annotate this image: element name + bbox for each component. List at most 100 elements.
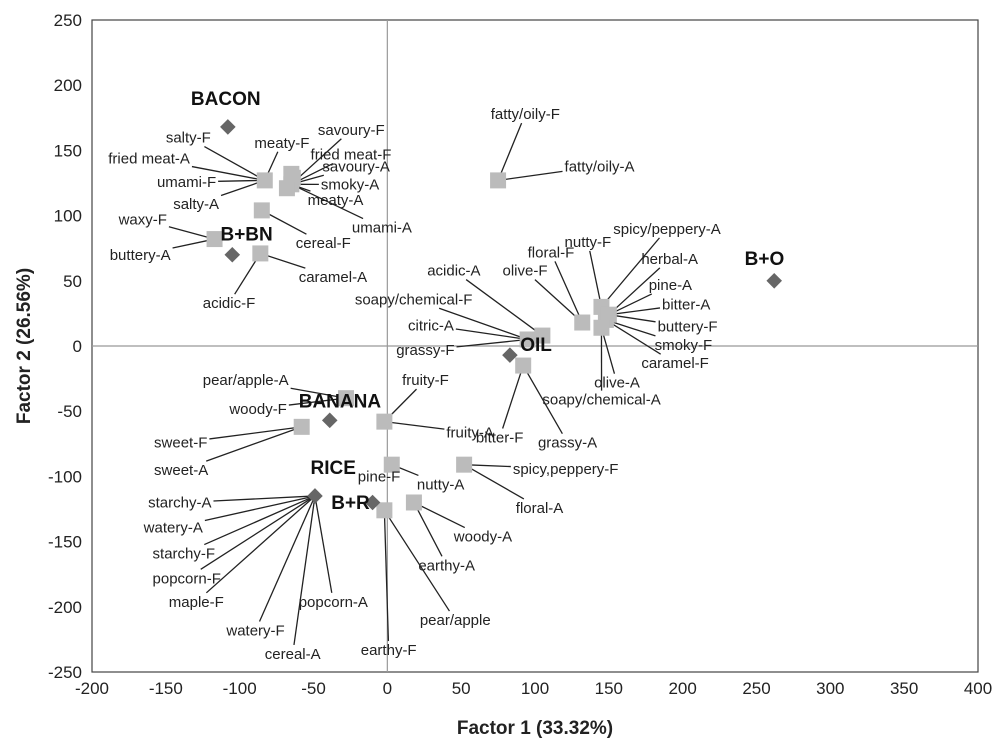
attribute-marker: [534, 327, 551, 344]
attribute-label: soapy/chemical-F: [355, 291, 473, 308]
attribute-label: fried meat-A: [108, 150, 190, 167]
attribute-marker: [456, 456, 473, 473]
attribute-marker: [490, 172, 507, 189]
y-tick-label: -100: [48, 467, 82, 486]
attribute-label: acidic-A: [427, 263, 480, 280]
attribute-label: woody-F: [228, 401, 287, 418]
attribute-label: umami-F: [157, 174, 216, 191]
leader-line: [205, 426, 302, 462]
leader-line: [191, 165, 265, 182]
x-tick-label: -150: [149, 679, 183, 698]
leader-line: [291, 183, 364, 220]
leader-line: [608, 307, 661, 316]
attribute-marker: [376, 502, 393, 519]
x-tick-label: 300: [816, 679, 844, 698]
leader-line: [502, 365, 524, 429]
attribute-label: smoky-F: [655, 337, 713, 354]
leader-line: [258, 495, 316, 622]
attribute-label: meaty-F: [254, 135, 309, 152]
leader-line: [209, 426, 302, 440]
y-tick-label: 200: [54, 76, 82, 95]
attribute-label: pear/apple-A: [203, 372, 289, 389]
attribute-marker: [278, 180, 295, 197]
leader-line: [605, 319, 662, 355]
product-label: RICE: [311, 458, 356, 479]
attribute-label: cereal-A: [265, 646, 321, 663]
attribute-label: spicy,peppery-F: [513, 461, 619, 478]
leader-line: [554, 261, 583, 323]
attribute-label: salty-A: [173, 196, 219, 213]
leader-line: [290, 387, 347, 399]
leader-line: [383, 510, 390, 642]
attribute-label: acidic-F: [203, 295, 256, 312]
attribute-label: waxy-F: [118, 212, 167, 229]
attribute-label: floral-A: [516, 500, 564, 517]
leader-line: [456, 338, 528, 348]
attribute-marker: [593, 319, 610, 336]
leader-line: [314, 495, 333, 593]
y-tick-label: 50: [63, 272, 82, 291]
x-tick-labels: -200 -150 -100 -50 0 50 100 150 200 250 300 350 400: [75, 679, 992, 698]
attribute-label: floral-F: [528, 244, 575, 261]
product-label: BANANA: [299, 391, 382, 412]
leader-line: [522, 365, 563, 435]
leader-line: [204, 146, 266, 181]
attribute-markers: [206, 165, 617, 519]
leader-line: [413, 501, 466, 529]
leader-line: [288, 397, 347, 406]
y-tick-label: -250: [48, 663, 82, 682]
attribute-label: pine-A: [649, 277, 692, 294]
x-tick-label: 250: [742, 679, 770, 698]
product-label: B+O: [745, 249, 785, 270]
attribute-label: watery-A: [143, 519, 203, 536]
product-label: BACON: [191, 89, 261, 110]
attribute-label: fried meat-F: [311, 147, 392, 164]
leader-line: [589, 250, 603, 308]
attribute-labels: salty-F meaty-F savoury-F fried meat-F fried…: [108, 106, 721, 663]
y-tick-label: 250: [54, 11, 82, 30]
attribute-marker: [337, 390, 354, 407]
axes: -200 -150 -100 -50 0 50 100 150 200 250 300 350 400 …: [48, 11, 992, 698]
attribute-marker: [293, 418, 310, 435]
y-tick-label: -200: [48, 598, 82, 617]
y-tick-label: 100: [54, 207, 82, 226]
attribute-label: savoury-A: [322, 158, 390, 175]
x-tick-label: -100: [223, 679, 257, 698]
leader-line: [213, 495, 316, 502]
y-axis-title: Factor 2 (26.56%): [14, 268, 35, 424]
leader-line: [205, 495, 316, 594]
attribute-marker: [252, 245, 269, 262]
attribute-label: caramel-F: [641, 355, 709, 372]
product-labels: BACON B+BN B+O OIL BANANA RICE B+R: [191, 89, 784, 514]
attribute-label: pine-F: [358, 469, 401, 486]
x-tick-label: -50: [301, 679, 326, 698]
attribute-label: pear/apple: [420, 612, 491, 629]
attribute-label: popcorn-A: [299, 594, 368, 611]
leader-line: [293, 495, 316, 646]
x-tick-label: 100: [521, 679, 549, 698]
attribute-label: popcorn-F: [153, 570, 221, 587]
leader-line: [383, 509, 450, 612]
y-tick-label: -150: [48, 533, 82, 552]
attribute-label: nutty-A: [417, 476, 465, 493]
leader-line: [600, 237, 660, 308]
x-tick-label: 150: [595, 679, 623, 698]
attribute-label: watery-F: [225, 622, 284, 639]
attribute-label: citric-A: [408, 317, 454, 334]
leader-line: [608, 267, 661, 316]
attribute-label: sweet-F: [154, 435, 207, 452]
attribute-label: smoky-A: [321, 177, 379, 194]
x-tick-label: 350: [890, 679, 918, 698]
attribute-label: meaty-A: [308, 192, 364, 209]
attribute-label: sweet-A: [154, 462, 208, 479]
product-label: B+BN: [220, 224, 272, 245]
product-marker: [220, 119, 236, 135]
attribute-label: starchy-A: [148, 495, 211, 512]
attribute-label: buttery-A: [110, 247, 171, 264]
attribute-marker: [256, 172, 273, 189]
x-tick-label: 50: [452, 679, 471, 698]
leader-line: [204, 495, 316, 546]
attribute-label: fruity-A: [446, 424, 494, 441]
attribute-marker: [405, 494, 422, 511]
